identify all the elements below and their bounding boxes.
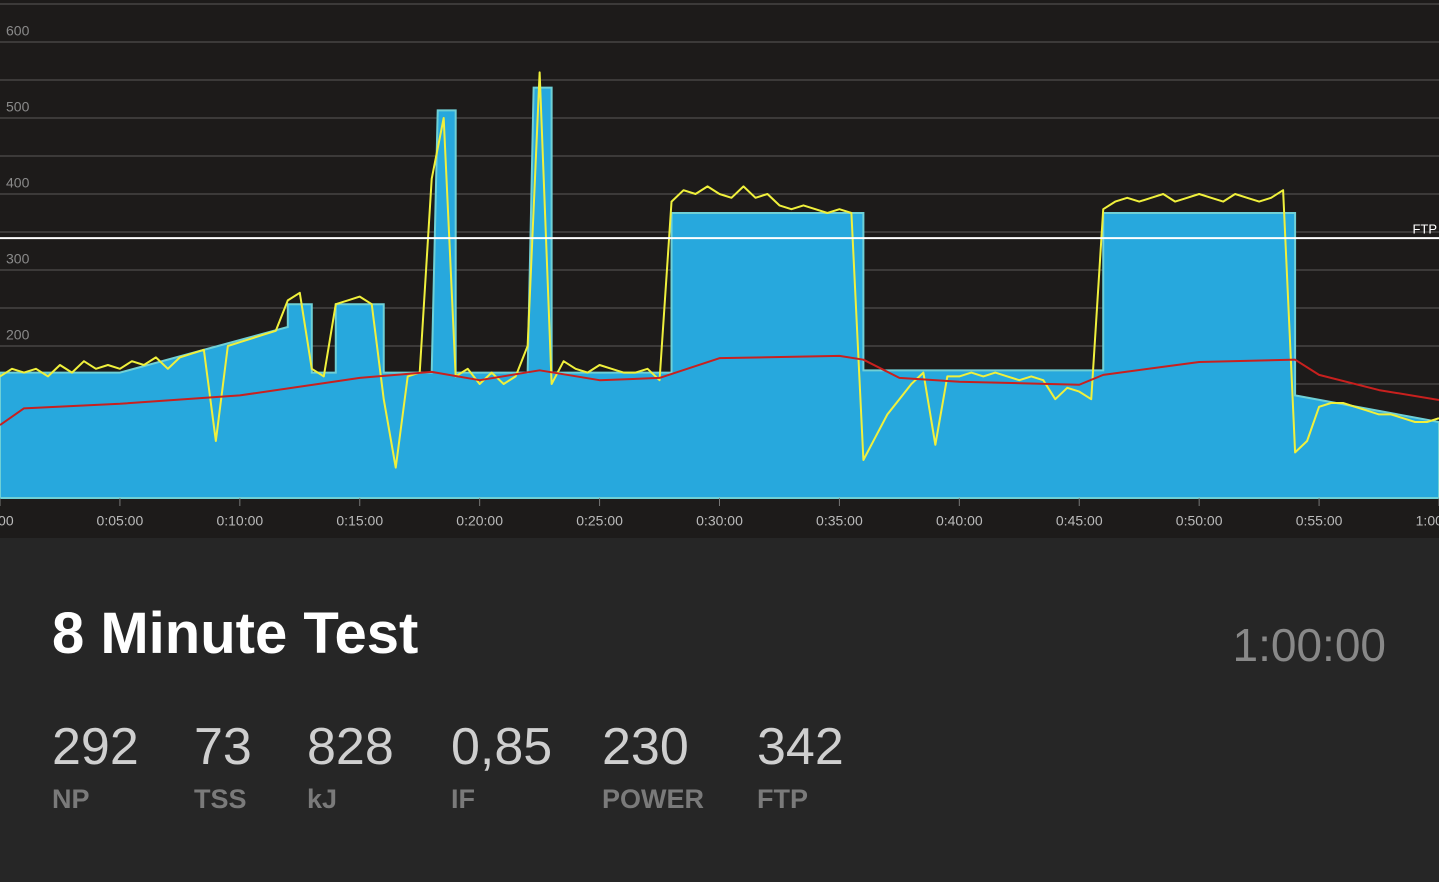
stat-label: NP [52, 784, 90, 814]
x-tick-label: 0:35:00 [816, 513, 863, 529]
stat: 73 TSS [194, 716, 252, 815]
y-tick-label: 400 [6, 175, 30, 191]
x-tick-label: 0:25:00 [576, 513, 623, 529]
workout-duration: 1:00:00 [1232, 619, 1386, 671]
stat-value: 828 [307, 718, 394, 776]
x-tick-label: 0:10:00 [216, 513, 263, 529]
stat-value: 342 [757, 718, 844, 776]
stat-label: IF [451, 784, 475, 814]
stat: 828 kJ [307, 716, 394, 815]
ftp-label: FTP [1412, 222, 1437, 237]
x-tick-label: 0:50:00 [1176, 513, 1223, 529]
chart: 200 300 400 500 600 FTP 0:00 0:05:00 0:10:00 0:15… [0, 0, 1439, 538]
x-tick-label: 0:00 [0, 513, 14, 529]
stat: 230 POWER [602, 716, 704, 815]
stat: 292 NP [52, 716, 139, 815]
stat: 0,85 IF [451, 716, 552, 815]
x-tick-label: 0:05:00 [97, 513, 144, 529]
y-tick-label: 500 [6, 99, 30, 115]
stat-value: 0,85 [451, 718, 553, 776]
workout-title: 8 Minute Test [52, 601, 419, 666]
stat-label: kJ [307, 784, 338, 814]
stat-label: TSS [194, 784, 247, 814]
x-tick-label: 0:40:00 [936, 513, 983, 529]
y-tick-label: 200 [6, 327, 30, 343]
x-tick-label: 0:30:00 [696, 513, 743, 529]
x-tick-label: 0:20:00 [456, 513, 503, 529]
stat: 342 FTP [757, 716, 844, 815]
x-tick-label: 1:00:00 [1416, 513, 1439, 529]
x-tick-label: 0:15:00 [336, 513, 383, 529]
series-line [0, 71, 1439, 469]
stat-value: 292 [52, 718, 139, 776]
y-tick-label: 600 [6, 23, 30, 39]
stat-value: 230 [602, 718, 689, 776]
series-line [0, 354, 1439, 426]
x-tick-label: 0:45:00 [1056, 513, 1103, 529]
x-tick-label: 0:55:00 [1296, 513, 1343, 529]
stat-label: FTP [757, 784, 808, 814]
stat-value: 73 [194, 718, 252, 776]
y-tick-label: 300 [6, 251, 30, 267]
stat-label: POWER [602, 784, 705, 814]
